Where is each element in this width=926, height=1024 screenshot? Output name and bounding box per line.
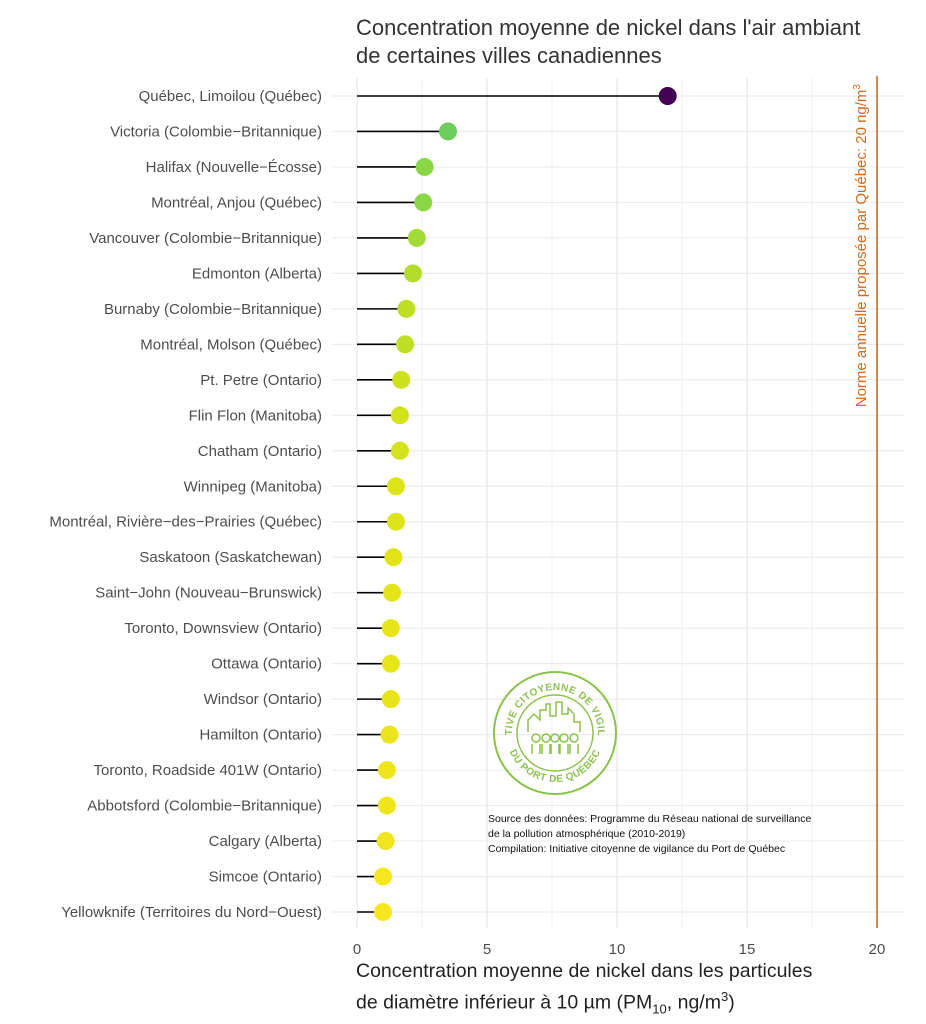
category-label: Québec, Limoilou (Québec) (139, 88, 322, 105)
category-label: Halifax (Nouvelle−Écosse) (146, 159, 322, 176)
lollipop-point (658, 87, 677, 105)
source-note-line-1: Source des données: Programme du Réseau … (488, 813, 812, 825)
x-tick-label: 0 (353, 941, 361, 958)
lollipop-point (403, 264, 422, 283)
lollipop-point (383, 583, 402, 602)
lollipop-point (415, 157, 434, 176)
category-label: Saint−John (Nouveau−Brunswick) (95, 585, 322, 602)
category-label: Burnaby (Colombie−Britannique) (104, 301, 322, 318)
source-note-line-2: de la pollution atmosphérique (2010-2019… (488, 828, 686, 840)
lollipop-point (396, 335, 415, 354)
svg-text:DU PORT DE QUÉBEC: DU PORT DE QUÉBEC (507, 748, 603, 785)
category-label: Abbotsford (Colombie−Britannique) (87, 798, 322, 815)
category-label: Toronto, Downsview (Ontario) (124, 620, 322, 637)
category-label: Saskatoon (Saskatchewan) (139, 549, 322, 566)
category-label: Flin Flon (Manitoba) (189, 407, 322, 424)
lollipop-point (387, 512, 405, 531)
x-tick-label: 10 (609, 941, 626, 958)
lollipop-point (374, 903, 392, 921)
source-note: Source des données: Programme du Réseau … (488, 812, 848, 857)
x-tick-label: 15 (739, 941, 756, 958)
lollipop-point (377, 761, 396, 780)
category-label: Chatham (Ontario) (198, 443, 322, 460)
lollipop-point (377, 796, 396, 815)
logo: INITIATIVE CITOYENNE DE VIGILANCE DU POR… (488, 662, 618, 796)
lollipop-point (380, 725, 399, 744)
category-label: Ottawa (Ontario) (211, 656, 322, 673)
lollipop-point (439, 122, 457, 141)
lollipop-point (381, 619, 400, 638)
chart-title-line-1: Concentration moyenne de nickel dans l'a… (356, 15, 861, 40)
category-label: Vancouver (Colombie−Britannique) (89, 230, 322, 247)
category-label: Montréal, Molson (Québec) (140, 336, 322, 353)
chart-title-line-2: de certaines villes canadiennes (356, 43, 662, 68)
x-axis-label: Concentration moyenne de nickel dans les… (356, 958, 916, 1022)
svg-text:INITIATIVE CITOYENNE DE VIGILA: INITIATIVE CITOYENNE DE VIGILANCE (492, 670, 606, 736)
category-label: Victoria (Colombie−Britannique) (110, 123, 322, 140)
lollipop-point (387, 477, 405, 496)
category-label: Simcoe (Ontario) (209, 869, 322, 886)
lollipop-point (376, 832, 395, 851)
x-tick-label: 20 (869, 941, 886, 958)
lollipop-point (390, 406, 409, 425)
lollipop-point (374, 867, 392, 886)
lollipop-point (397, 299, 416, 318)
category-label: Hamilton (Ontario) (199, 727, 322, 744)
lollipop-point (384, 548, 403, 567)
category-label: Winnipeg (Manitoba) (184, 478, 322, 495)
category-label: Toronto, Roadside 401W (Ontario) (94, 762, 322, 779)
logo-skyline-icon (527, 701, 581, 754)
x-tick-label: 5 (483, 941, 491, 958)
category-label: Yellowknife (Territoires du Nord−Ouest) (61, 904, 322, 921)
category-label: Calgary (Alberta) (209, 833, 322, 850)
category-label: Montréal, Rivière−des−Prairies (Québec) (49, 514, 322, 531)
norm-line-label: Norme annuelle proposée par Québec: 20 n… (852, 84, 870, 408)
logo-emblem-icon: INITIATIVE CITOYENNE DE VIGILANCE DU POR… (488, 662, 617, 795)
lollipop-point (381, 654, 400, 673)
category-label: Pt. Petre (Ontario) (200, 372, 322, 389)
lollipop-point (392, 370, 411, 389)
x-axis-label-line-1: Concentration moyenne de nickel dans les… (356, 960, 813, 982)
logo-text-bottom: DU PORT DE QUÉBEC (507, 748, 603, 785)
lollipop-point (390, 441, 409, 460)
lollipop-point (407, 228, 426, 247)
category-label: Windsor (Ontario) (204, 691, 322, 708)
lollipop-point (381, 690, 400, 709)
category-label: Montréal, Anjou (Québec) (151, 194, 322, 211)
category-label: Edmonton (Alberta) (192, 265, 322, 282)
chart-title: Concentration moyenne de nickel dans l'a… (356, 14, 916, 70)
source-note-line-3: Compilation: Initiative citoyenne de vig… (488, 843, 786, 855)
lollipop-point (414, 193, 433, 212)
logo-text-top: INITIATIVE CITOYENNE DE VIGILANCE (488, 662, 605, 736)
x-axis-label-line-2: de diamètre inférieur à 10 µm (PM10, ng/… (356, 989, 735, 1017)
